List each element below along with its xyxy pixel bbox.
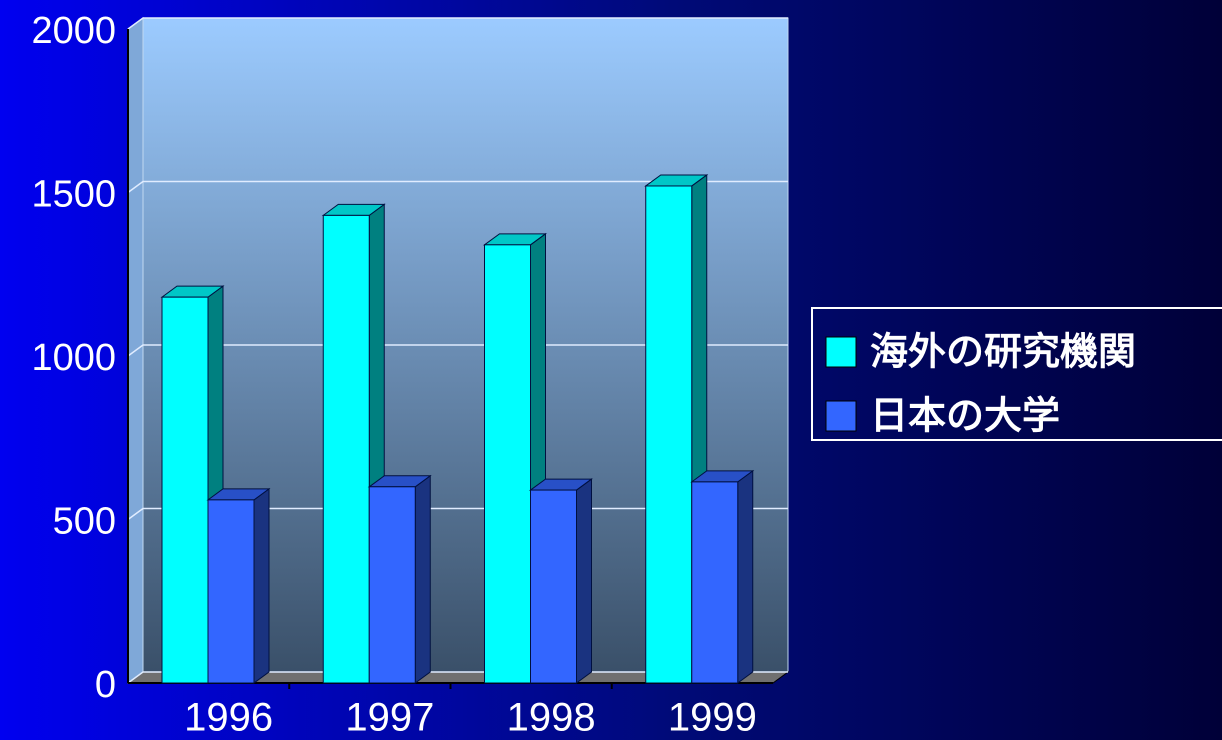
bar-side [414, 474, 431, 684]
y-tick-label: 1500 [31, 174, 116, 216]
bar [207, 499, 255, 684]
y-tick-label: 2000 [31, 10, 116, 52]
x-tick-label: 1999 [668, 696, 757, 740]
y-tick-label: 500 [53, 501, 116, 543]
legend-label: 海外の研究機関 [870, 330, 1136, 374]
x-tick-label: 1997 [345, 696, 434, 740]
plot-area [126, 17, 790, 689]
bar-side [576, 478, 592, 684]
grid-line [127, 180, 788, 194]
x-tick-label: 1998 [507, 696, 596, 740]
bar [161, 296, 209, 684]
grid-line [127, 17, 788, 30]
legend-swatch [825, 400, 857, 432]
y-tick-label: 0 [95, 664, 116, 706]
bar [322, 214, 370, 684]
grid-line [127, 344, 788, 357]
y-tick-label: 1000 [31, 337, 116, 379]
bar [691, 481, 739, 684]
bar [484, 244, 531, 684]
bar [645, 185, 693, 684]
bar [530, 489, 577, 684]
legend-swatch [825, 336, 857, 368]
legend-box [811, 307, 1222, 441]
legend-label: 日本の大学 [870, 394, 1060, 438]
bar-side [737, 469, 754, 684]
bar-side [253, 487, 270, 684]
x-tick-label: 1996 [184, 696, 273, 740]
bar [368, 486, 416, 684]
